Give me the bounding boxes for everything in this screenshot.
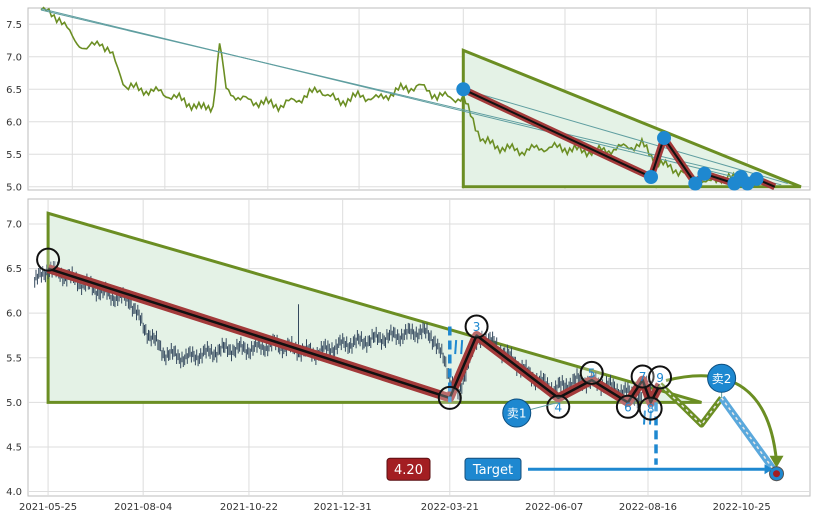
detail-price-label: 4.20	[386, 457, 431, 481]
detail-x-tick-label: 2022-10-25	[713, 502, 771, 513]
detail-wave-label-ring	[648, 365, 673, 390]
detail-wave-label-ring	[579, 360, 604, 385]
detail-x-tick-label: 2022-03-21	[421, 502, 479, 513]
detail-curved-arrow	[665, 374, 779, 462]
detail-projection-band-dash	[721, 397, 778, 475]
detail-sell-marker	[502, 398, 532, 428]
detail-wave-label-text: 7	[639, 370, 647, 384]
detail-target-label: Target	[464, 457, 522, 481]
detail-wave-label-ring	[638, 396, 663, 421]
detail-target-label-text: Target	[472, 463, 513, 478]
detail-wave-label-text: 6	[624, 400, 632, 414]
detail-target-arrow-head	[764, 464, 773, 475]
detail-price-label-box	[386, 457, 431, 481]
detail-y-tick-label: 6.5	[6, 264, 22, 275]
detail-small-mark	[460, 339, 464, 355]
detail-wave-label-text: 9	[656, 371, 664, 385]
detail-wave-label-ring	[546, 394, 571, 419]
detail-y-tick-label: 7.0	[6, 219, 22, 230]
overview-trend-line	[463, 88, 788, 184]
detail-channel-triangle	[46, 211, 702, 404]
overview-wave-marker	[643, 170, 658, 184]
overview-y-tick-label: 7.5	[6, 20, 22, 31]
detail-sell-marker-text: 卖1	[507, 407, 527, 421]
detail-x-tick-label: 2021-05-25	[19, 502, 77, 513]
detail-wave-label-text: 4	[554, 400, 562, 414]
detail-price-label-text: 4.20	[394, 463, 423, 478]
overview-wave-marker	[657, 131, 672, 145]
overview-wave-marker	[697, 166, 712, 181]
detail-wave-core	[47, 267, 662, 404]
detail-wave-label-ring	[464, 314, 489, 339]
overview-price-line	[40, 6, 766, 187]
detail-curved-arrow-head	[769, 455, 784, 468]
overview-y-tick-label: 5.0	[6, 182, 22, 193]
overview-trend-line	[40, 8, 775, 188]
overview-y-tick-label: 5.5	[6, 150, 22, 161]
detail-projection-zigzag-dash	[659, 383, 723, 426]
detail-wave-label-ring	[630, 364, 655, 389]
overview-wave-marker	[749, 171, 764, 186]
detail-y-tick-label: 4.0	[6, 487, 22, 498]
detail-sell-marker-text: 卖2	[712, 372, 732, 386]
detail-wave-label-ring	[36, 247, 61, 272]
overview-y-tick-label: 6.0	[6, 117, 22, 128]
detail-y-tick-label: 6.0	[6, 309, 22, 320]
detail-y-tick-label: 5.5	[6, 353, 22, 364]
overview-wave-marker	[688, 176, 703, 191]
detail-x-tick-label: 2022-06-07	[525, 502, 583, 513]
detail-target-marker-core	[773, 470, 781, 478]
overview-wave-marker	[456, 82, 471, 97]
overview-y-tick-label: 7.0	[6, 52, 22, 63]
detail-wave-label-text: 5	[588, 366, 596, 380]
detail-wave-label-text: 8	[647, 402, 655, 416]
detail-sell-marker	[707, 363, 737, 393]
detail-wave-label-text: 3	[473, 320, 481, 334]
detail-y-tick-label: 4.5	[6, 442, 22, 453]
detail-x-tick-label: 2022-08-16	[619, 502, 677, 513]
detail-small-mark	[454, 339, 458, 355]
detail-x-tick-label: 2021-10-22	[220, 502, 278, 513]
overview-y-tick-label: 6.5	[6, 85, 22, 96]
detail-wave-label-ring	[437, 385, 462, 410]
detail-y-tick-label: 5.0	[6, 398, 22, 409]
detail-x-tick-label: 2021-08-04	[114, 502, 172, 513]
detail-target-label-box	[464, 457, 522, 481]
overview-channel-triangle	[461, 48, 802, 189]
detail-x-tick-label: 2021-12-31	[314, 502, 372, 513]
detail-small-mark	[648, 410, 652, 425]
